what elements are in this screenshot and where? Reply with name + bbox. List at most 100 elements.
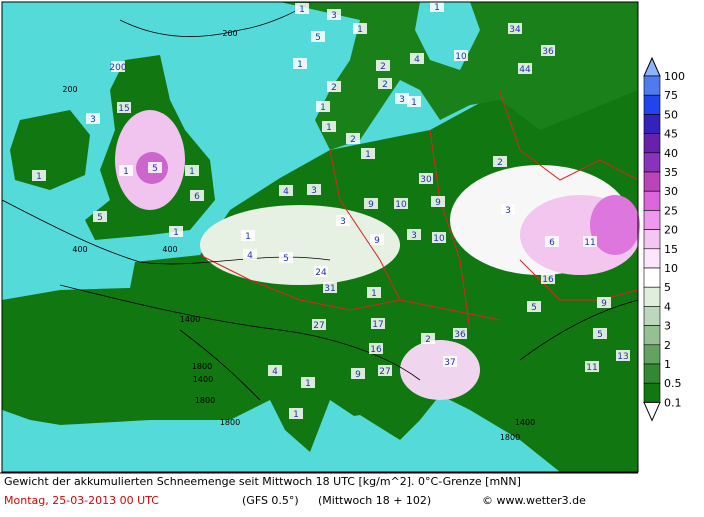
snow-label: 1: [367, 287, 381, 299]
snow-label-text: 1: [326, 123, 332, 133]
snow-label: 36: [541, 45, 555, 57]
snow-label-text: 16: [370, 345, 382, 355]
snow-label-text: 11: [584, 238, 595, 248]
colorbar-label: 25: [664, 204, 678, 217]
snow-label-text: 36: [454, 330, 466, 340]
snow-label-box: [346, 133, 360, 144]
snow-label-text: 1: [297, 60, 303, 70]
snow-label: 34: [508, 23, 522, 35]
snow-label-box: [370, 234, 384, 245]
contour-label: 1800: [220, 418, 240, 427]
snow-label-box: [541, 273, 555, 284]
scandinavia: [280, 2, 638, 150]
snow-label-box: [583, 236, 597, 247]
snow-label-box: [111, 61, 125, 72]
snow-label-text: 1: [189, 167, 195, 177]
snow-label: 16: [541, 273, 555, 285]
snow-label-text: 3: [340, 217, 346, 227]
snow-label-text: 2: [497, 158, 503, 168]
map-frame: [1, 1, 639, 473]
colorbar-label: 0.5: [664, 377, 682, 390]
snow-label-text: 9: [374, 236, 380, 246]
colorbar-label: 15: [664, 243, 678, 256]
snow-label-box: [378, 365, 392, 376]
colorbar-band: [643, 229, 661, 250]
snow-label-box: [322, 121, 336, 132]
contour-label: 200: [222, 29, 237, 38]
colorbar-label: 45: [664, 128, 678, 141]
snow-label-text: 6: [549, 238, 555, 248]
snow-label-text: 1: [173, 228, 179, 238]
snow-label-box: [419, 173, 433, 184]
snow-label-box: [407, 96, 421, 107]
snow-label: 17: [371, 318, 385, 330]
contour-label: 400: [162, 245, 177, 254]
snow-label: 27: [312, 319, 326, 331]
snow-label-text: 1: [305, 379, 311, 389]
snow-label: 9: [431, 196, 445, 208]
snow-label-box: [301, 377, 315, 388]
snow-label: 3: [407, 229, 421, 241]
snow-label-box: [148, 162, 162, 173]
contours: [1, 1, 639, 401]
contour-label: 1800: [195, 396, 215, 405]
ireland: [10, 110, 90, 190]
snow-label: 1: [353, 23, 367, 35]
snow-label: 2: [378, 78, 392, 90]
snow-label-text: 11: [586, 363, 597, 373]
colorbar-under: [643, 401, 661, 422]
colorbar-band: [643, 152, 661, 173]
snow-label-box: [376, 60, 390, 71]
snow-label-box: [32, 170, 46, 181]
snow-label-text: 2: [331, 83, 337, 93]
colorbar-band: [643, 363, 661, 384]
colorbar-label: 100: [664, 70, 685, 83]
snow-label: 5: [279, 252, 293, 264]
snow-label-box: [407, 229, 421, 240]
snow-label-text: 36: [542, 47, 554, 57]
snow-label-text: 6: [194, 192, 200, 202]
snow-label: 2: [346, 133, 360, 145]
snow-label: 1: [301, 377, 315, 389]
snow-label-text: 37: [444, 358, 455, 368]
snow-label: 13: [616, 350, 630, 362]
snow-label-box: [336, 215, 350, 226]
snow-label: 1: [241, 230, 255, 242]
snow-label-box: [508, 23, 522, 34]
snow-label-box: [295, 3, 309, 14]
snow-label-text: 9: [355, 370, 361, 380]
colorbar-band: [643, 382, 661, 403]
snow-label: 1: [430, 1, 444, 13]
snow-label-text: 4: [247, 251, 253, 261]
snow-label-box: [312, 319, 326, 330]
contour-label: 1800: [192, 362, 212, 371]
snow-label-box: [593, 328, 607, 339]
snow-label-text: 4: [414, 55, 420, 65]
snow-label-box: [395, 93, 409, 104]
snow-label-text: 10: [433, 234, 445, 244]
snow-label-text: 30: [420, 175, 432, 185]
snow-label-box: [353, 23, 367, 34]
snow-label-box: [351, 368, 365, 379]
snow-label-box: [293, 58, 307, 69]
snow-label-text: 1: [357, 25, 363, 35]
snow-label: 4: [243, 249, 257, 261]
footer-copyright: © www.wetter3.de: [482, 494, 586, 507]
snow-label-text: 5: [283, 254, 289, 264]
colorbar-band: [643, 248, 661, 269]
snow-area: [400, 340, 480, 400]
snow-label-box: [371, 318, 385, 329]
snow-label-text: 9: [435, 198, 441, 208]
snow-label: 1: [289, 408, 303, 420]
contour-label: 1400: [193, 375, 213, 384]
snow-label-box: [527, 301, 541, 312]
snow-label: 37: [443, 356, 457, 368]
snow-label-box: [323, 282, 337, 293]
snow-label-box: [585, 361, 599, 372]
snow-label: 10: [454, 50, 468, 62]
snow-label-text: 31: [324, 284, 335, 294]
footer-model: (GFS 0.5°): [242, 494, 299, 507]
colorbar-label: 75: [664, 89, 678, 102]
snow-label: 6: [545, 236, 559, 248]
snow-label-box: [541, 45, 555, 56]
